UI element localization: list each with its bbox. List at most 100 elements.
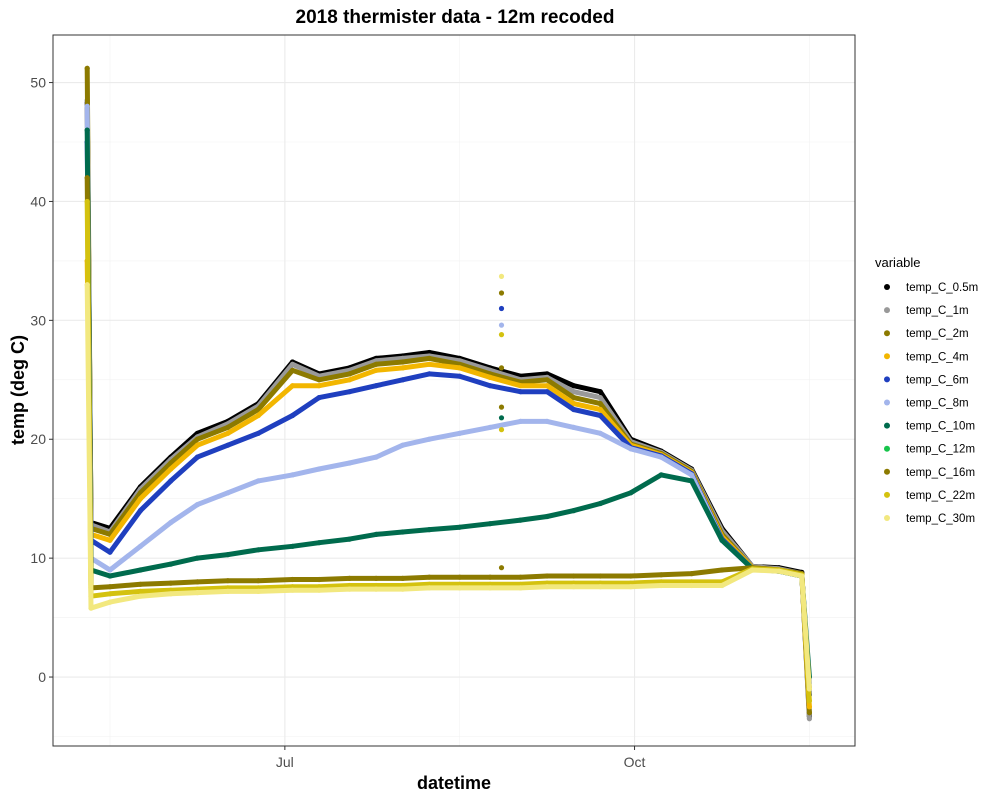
data-point bbox=[107, 584, 113, 590]
data-point bbox=[373, 383, 379, 389]
data-point bbox=[316, 395, 322, 401]
legend-item-temp_C_4m: temp_C_4m bbox=[884, 351, 969, 363]
data-point bbox=[544, 573, 550, 579]
data-point bbox=[137, 543, 143, 549]
data-point bbox=[487, 585, 493, 591]
data-point bbox=[628, 446, 634, 452]
data-point bbox=[194, 590, 200, 596]
outlier-point bbox=[498, 365, 505, 371]
data-point bbox=[571, 508, 577, 514]
data-point bbox=[426, 574, 432, 580]
data-point bbox=[658, 472, 664, 478]
data-point bbox=[289, 367, 296, 373]
plot-border bbox=[52, 34, 856, 747]
outlier-point bbox=[498, 404, 505, 410]
data-point bbox=[457, 430, 463, 436]
data-point bbox=[597, 584, 603, 590]
data-point bbox=[194, 436, 200, 442]
data-point bbox=[487, 574, 493, 580]
data-point bbox=[400, 529, 406, 535]
legend-title: variable bbox=[875, 255, 921, 270]
legend-item-temp_C_30m: temp_C_30m bbox=[884, 513, 975, 525]
data-point bbox=[107, 549, 113, 555]
legend-label: temp_C_22m bbox=[906, 490, 975, 502]
data-point bbox=[137, 508, 143, 514]
data-point bbox=[597, 395, 603, 401]
legend-key bbox=[884, 445, 890, 452]
legend-key bbox=[884, 491, 890, 498]
plot-panel bbox=[52, 34, 856, 747]
legend-label: temp_C_0.5m bbox=[906, 282, 978, 294]
data-point bbox=[628, 490, 634, 496]
data-point bbox=[517, 383, 524, 389]
data-point bbox=[400, 575, 406, 582]
data-point bbox=[597, 401, 603, 407]
data-point bbox=[255, 478, 261, 484]
data-point bbox=[346, 460, 353, 466]
minor-gridlines bbox=[53, 35, 855, 746]
data-point bbox=[400, 377, 406, 383]
data-point bbox=[571, 584, 577, 590]
data-point bbox=[316, 576, 322, 583]
data-point bbox=[806, 698, 813, 704]
data-point bbox=[225, 442, 231, 448]
legend-label: temp_C_1m bbox=[906, 305, 969, 317]
data-point bbox=[457, 373, 463, 379]
data-point bbox=[194, 454, 200, 460]
data-point bbox=[517, 574, 524, 580]
data-point bbox=[84, 175, 90, 181]
data-point bbox=[571, 389, 577, 395]
data-point bbox=[137, 588, 143, 595]
data-point bbox=[346, 377, 353, 383]
data-point bbox=[806, 710, 813, 716]
data-point bbox=[373, 586, 379, 592]
outlier-points bbox=[498, 273, 505, 571]
data-point bbox=[400, 586, 406, 592]
x-axis: Jul Oct bbox=[276, 746, 646, 770]
data-point bbox=[628, 573, 634, 579]
legend-item-temp_C_16m: temp_C_16m bbox=[884, 467, 975, 479]
data-point bbox=[168, 561, 174, 567]
data-point bbox=[225, 552, 231, 558]
data-point bbox=[289, 576, 296, 583]
data-point bbox=[255, 406, 261, 413]
data-point bbox=[289, 412, 296, 419]
legend-item-temp_C_22m: temp_C_22m bbox=[884, 490, 975, 502]
data-point bbox=[107, 567, 113, 573]
chart-title: 2018 thermister data - 12m recoded bbox=[296, 7, 615, 28]
data-point bbox=[457, 524, 463, 530]
data-point bbox=[719, 582, 725, 589]
data-point bbox=[289, 587, 296, 593]
data-point bbox=[517, 418, 524, 424]
data-point bbox=[571, 406, 577, 413]
data-point bbox=[137, 496, 143, 502]
data-point bbox=[571, 383, 577, 389]
data-point bbox=[137, 581, 143, 587]
series-line bbox=[84, 175, 812, 692]
data-point bbox=[776, 568, 782, 574]
data-point bbox=[806, 686, 813, 692]
series-temp_C_30m bbox=[84, 282, 813, 692]
data-point bbox=[544, 584, 550, 590]
data-point bbox=[689, 472, 695, 478]
data-point bbox=[373, 367, 379, 373]
data-point bbox=[597, 406, 603, 413]
data-point bbox=[689, 571, 695, 577]
data-point bbox=[571, 395, 577, 401]
data-point bbox=[426, 527, 432, 533]
data-point bbox=[487, 383, 493, 389]
data-point bbox=[84, 127, 90, 133]
data-point bbox=[689, 582, 695, 589]
data-point bbox=[544, 377, 550, 383]
legend-label: temp_C_8m bbox=[906, 398, 969, 410]
data-point bbox=[168, 519, 174, 526]
data-point bbox=[225, 424, 231, 430]
data-point bbox=[168, 466, 174, 472]
data-point bbox=[373, 361, 379, 367]
legend-item-temp_C_8m: temp_C_8m bbox=[884, 398, 969, 410]
data-point bbox=[806, 704, 813, 710]
data-point bbox=[373, 454, 379, 460]
data-point bbox=[517, 517, 524, 523]
data-point bbox=[168, 580, 174, 586]
data-point bbox=[628, 584, 634, 590]
